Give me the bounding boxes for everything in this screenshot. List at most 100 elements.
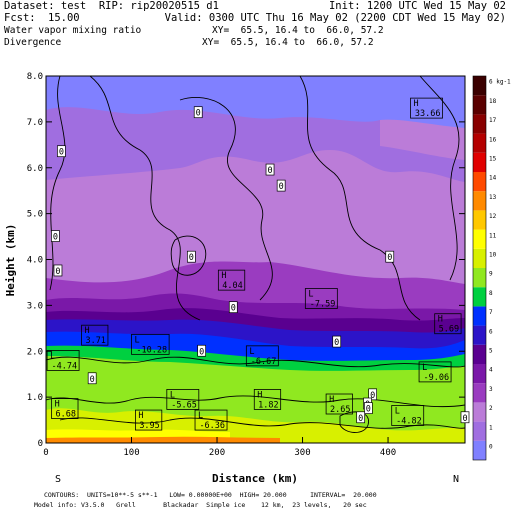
- extremum-label: H6.68: [51, 398, 79, 420]
- colorbar-label: 8: [489, 290, 493, 297]
- extremum-label: L-7.59: [304, 288, 338, 309]
- extremum-value: 6.68: [56, 410, 76, 420]
- dataset-line: Dataset: test RIP: rip20020515 d1: [4, 0, 219, 12]
- extremum-type: H: [329, 395, 334, 405]
- extremum-type: L: [422, 363, 427, 373]
- extremum-value: 2.65: [330, 405, 350, 415]
- colorbar-label: 18: [489, 98, 497, 105]
- south-label: S: [55, 474, 61, 485]
- x-tick-label: 200: [209, 448, 225, 458]
- extremum-type: L: [249, 347, 254, 357]
- band-13: [46, 436, 280, 443]
- zero-label-box: [356, 411, 366, 424]
- extremum-type: H: [221, 271, 226, 281]
- y-tick-label: 0: [38, 439, 43, 449]
- extremum-type: H: [414, 99, 419, 109]
- extremum-type: H: [138, 411, 143, 421]
- zero-label: 0: [87, 372, 97, 385]
- colorbar-label: 17: [489, 117, 497, 124]
- extremum-box: [51, 398, 79, 419]
- extremum-box: [325, 393, 353, 415]
- extremum-label: L-6.36: [194, 409, 228, 431]
- extremum-box: [194, 409, 228, 431]
- colorbar-swatch: [473, 152, 486, 172]
- colorbar-label: 15: [489, 155, 497, 162]
- colorbar-swatch: [473, 76, 486, 96]
- extremum-type: L: [395, 406, 400, 416]
- colorbar-swatch: [473, 440, 486, 460]
- zero-label-box: [265, 163, 275, 176]
- zero-label: 0: [187, 250, 196, 263]
- contour-line-8: [46, 395, 465, 408]
- zero-label-box: [332, 335, 342, 348]
- y-tick-label: 5.0: [27, 210, 43, 220]
- zero-label-text: 0: [366, 405, 371, 415]
- zero-label: 0: [53, 264, 63, 277]
- extremum-type: L: [135, 335, 140, 345]
- colorbar-label: 1: [489, 424, 493, 431]
- extremum-label: H5.69: [434, 313, 462, 335]
- colorbar-swatch: [473, 268, 486, 288]
- y-tick-label: 4.0: [27, 256, 43, 266]
- extremum-value: -7.59: [310, 299, 336, 309]
- init-line: Init: 1200 UTC Wed 15 May 02: [328, 0, 506, 12]
- y-tick-label: 8.0: [27, 72, 43, 82]
- extremum-value: -6.67: [251, 357, 277, 367]
- zero-label: 0: [368, 388, 377, 401]
- zero-label-text: 0: [387, 253, 392, 263]
- north-label: N: [453, 474, 459, 485]
- zero-label-text: 0: [90, 375, 95, 385]
- extremum-box: [81, 324, 109, 346]
- extremum-value: 4.04: [222, 281, 242, 291]
- extremum-value: -5.65: [171, 400, 197, 410]
- band-3: [380, 119, 465, 160]
- extremum-box: [253, 389, 282, 410]
- zero-label-box: [187, 250, 196, 263]
- zero-label-box: [460, 411, 470, 424]
- zero-label-box: [364, 402, 373, 414]
- contour-line-7: [46, 356, 465, 368]
- colorbar-label: 16: [489, 136, 497, 143]
- contour-line-1: [49, 76, 66, 291]
- extremum-box: [131, 333, 170, 355]
- extremum-value: 33.66: [415, 109, 441, 119]
- colorbar-label: 5: [489, 347, 493, 354]
- zero-label: 0: [51, 230, 60, 243]
- contour-line-2: [89, 76, 201, 321]
- x-tick-label: 100: [123, 448, 139, 458]
- colorbar-swatch: [473, 210, 486, 230]
- zero-label: 0: [332, 335, 342, 348]
- zero-label-box: [57, 145, 66, 158]
- extremum-value: 1.82: [258, 400, 278, 410]
- y-tick-label: 6.0: [27, 164, 43, 174]
- colorbar-label: 13: [489, 194, 497, 201]
- extremum-value: 3.95: [139, 421, 159, 431]
- colorbar-swatch: [473, 95, 486, 115]
- extremum-type: H: [257, 390, 262, 400]
- y-tick-label: 1.0: [27, 393, 43, 403]
- extremum-box: [217, 269, 246, 291]
- colorbar-swatch: [473, 383, 486, 403]
- colorbar-label: 11: [489, 232, 497, 239]
- colorbar-swatch: [473, 172, 486, 192]
- zero-label-text: 0: [462, 414, 467, 424]
- extremum-value: -4.82: [396, 416, 422, 426]
- zero-label: 0: [356, 411, 366, 424]
- zero-label-box: [53, 264, 63, 277]
- zero-label: 0: [385, 250, 395, 263]
- extremum-box: [410, 97, 443, 119]
- colorbar-swatch: [473, 133, 486, 153]
- zero-label: 0: [57, 145, 66, 158]
- extremum-label: L-5.65: [166, 389, 200, 410]
- colorbar-frame: [472, 75, 487, 461]
- zero-label-text: 0: [370, 391, 375, 401]
- footer-contours: CONTOURS: UNITS=10**-5 s**-1 LOW= 0.0000…: [44, 491, 377, 499]
- zero-label-text: 0: [53, 233, 58, 243]
- axes: 0 100 200 300 400 0 1.0 2.0 3.0 4.0 5.0 6.0 7.0 8.0: [27, 72, 465, 458]
- zero-label-box: [87, 372, 97, 385]
- colorbar-label: 7: [489, 309, 493, 316]
- extremum-value: -4.74: [52, 361, 78, 371]
- zero-label-box: [385, 250, 395, 263]
